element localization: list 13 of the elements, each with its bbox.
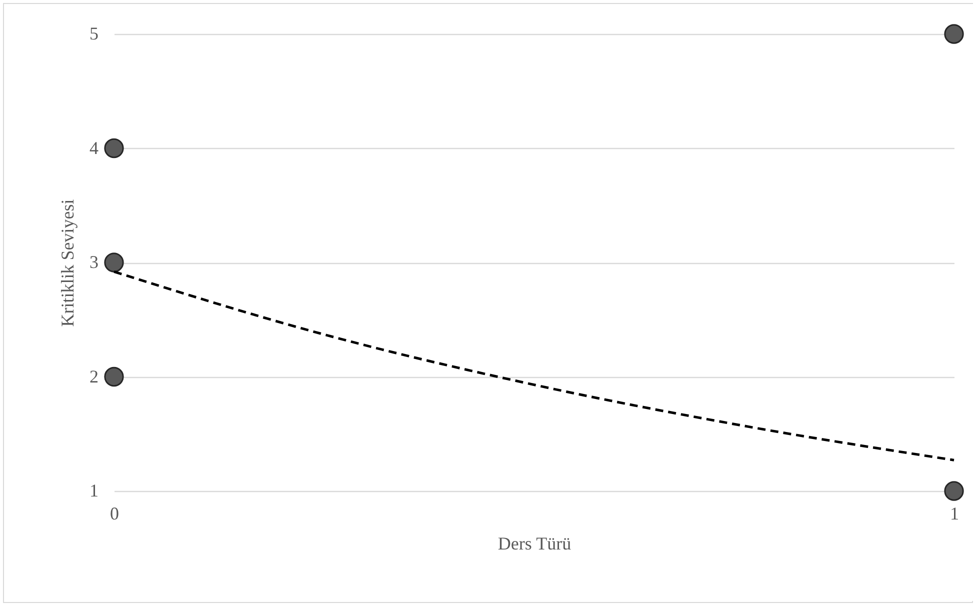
point [944,24,964,44]
point [104,252,124,272]
x-axis-title: Ders Türü [498,534,572,554]
point [104,138,124,158]
y-tick-label: 3 [90,252,98,272]
y-tick-label: 2 [90,366,98,386]
y-tick-label: 4 [90,138,98,158]
point [104,366,124,387]
y-tick-label: 5 [90,24,98,44]
point [944,481,964,501]
x-tick-label: 0 [110,504,119,524]
y-axis-title: Kritiklik Seviyesi [58,199,78,327]
y-tick-label: 1 [90,480,98,500]
